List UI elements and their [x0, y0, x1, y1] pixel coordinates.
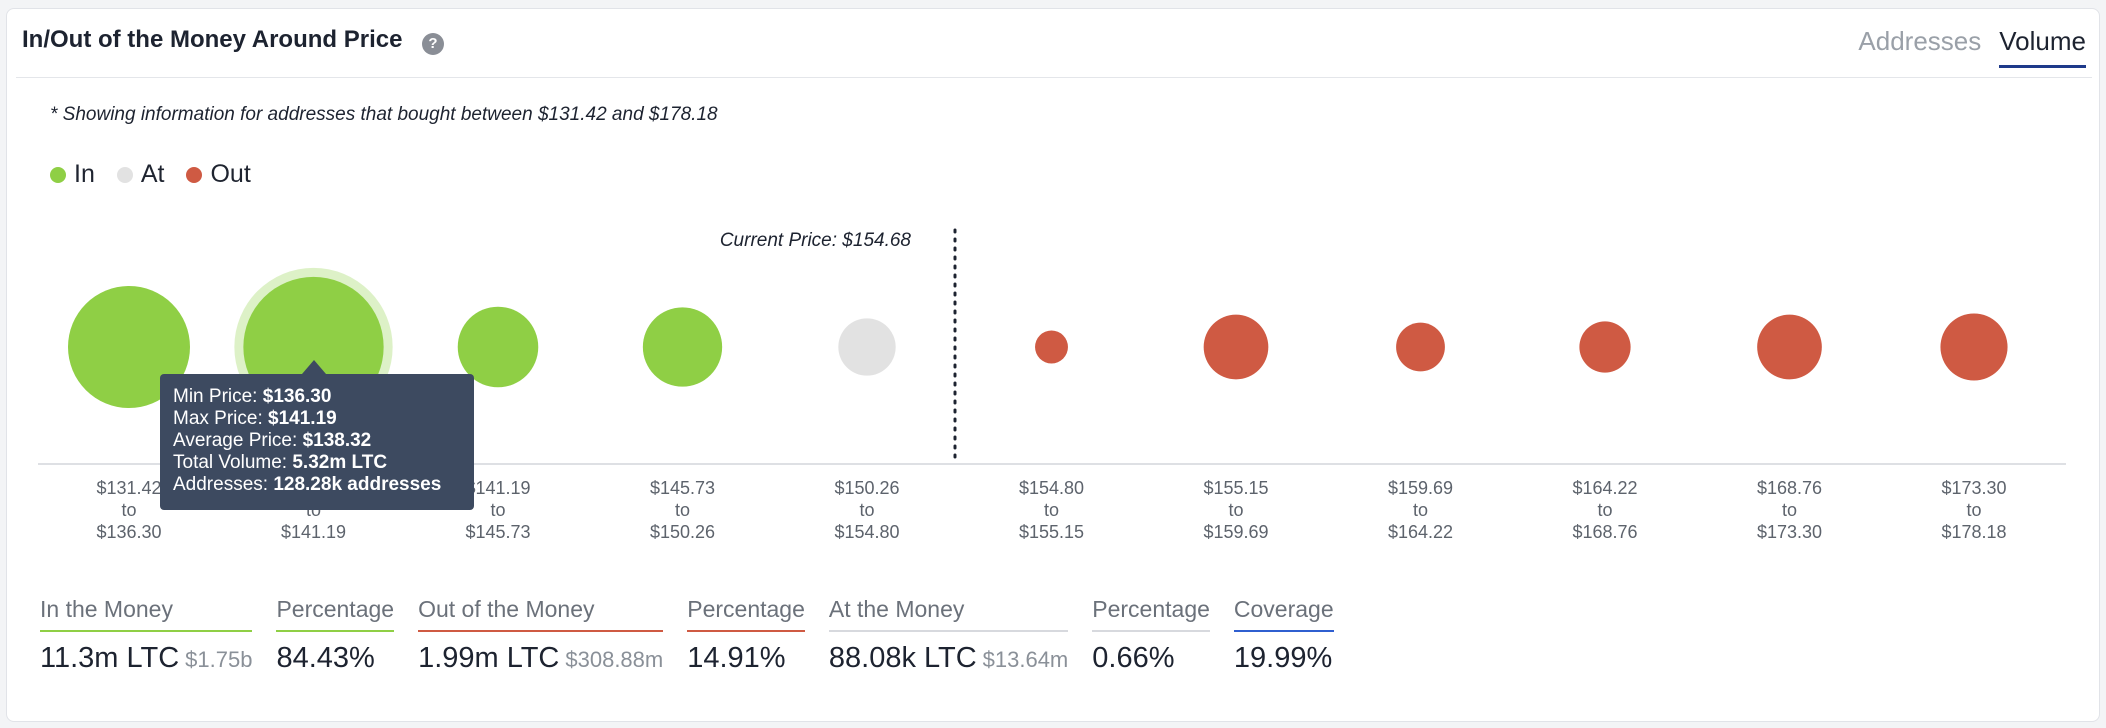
- bubble-chart: Current Price: $154.68$131.42to$136.30$1…: [38, 228, 2066, 542]
- page-title: In/Out of the Money Around Price: [22, 26, 403, 53]
- stat-label: At the Money: [828, 596, 1069, 632]
- tick-label-to: $164.22: [1388, 522, 1453, 542]
- tick-label-from: $155.15: [1203, 478, 1268, 498]
- tooltip-arrow: [302, 360, 326, 374]
- tick-label-to: $145.73: [465, 522, 530, 542]
- tick-label-from: $168.76: [1757, 478, 1822, 498]
- tick-label-connector: to: [1966, 500, 1981, 520]
- help-icon[interactable]: ?: [422, 33, 444, 55]
- stat-label: Coverage: [1233, 596, 1334, 632]
- bubble-at[interactable]: [838, 318, 896, 376]
- tick-label-to: $173.30: [1757, 522, 1822, 542]
- tick-label-from: $141.19: [465, 478, 530, 498]
- range-note: * Showing information for addresses that…: [50, 104, 718, 125]
- bubble-in[interactable]: [642, 307, 723, 387]
- in-dot-icon: [50, 166, 66, 183]
- legend-label-at: At: [140, 160, 165, 188]
- stat-label: Percentage: [687, 596, 805, 632]
- bubble-out[interactable]: [1579, 321, 1631, 373]
- tooltip-max-price: Max Price: $141.19: [173, 408, 337, 429]
- tick-label-connector: to: [1044, 500, 1059, 520]
- tick-label-connector: to: [675, 500, 690, 520]
- bubble-out[interactable]: [1035, 330, 1068, 364]
- tooltip-addresses: Addresses: 128.28k addresses: [173, 474, 442, 495]
- tick-label-connector: to: [1413, 500, 1428, 520]
- bubble-out[interactable]: [1757, 314, 1822, 380]
- current-price-label: Current Price: $154.68: [720, 230, 912, 251]
- tooltip-volume: Total Volume: 5.32m LTC: [173, 452, 388, 473]
- stat-at-money: At the Money 88.08k LTC $13.64m: [828, 596, 1069, 675]
- tick-label-to: $168.76: [1572, 522, 1637, 542]
- tick-label-to: $154.80: [834, 522, 899, 542]
- tick-label-from: $164.22: [1572, 478, 1637, 498]
- stat-label: Percentage: [276, 596, 395, 632]
- stat-label: Percentage: [1092, 596, 1210, 632]
- stat-value: 88.08k LTC $13.64m: [828, 642, 1069, 674]
- stat-value: 14.91%: [687, 642, 786, 674]
- stat-at-percentage: Percentage 0.66%: [1092, 596, 1210, 675]
- tick-label-from: $145.73: [650, 478, 715, 498]
- summary-stats: In the Money 11.3m LTC $1.75b Percentage …: [40, 596, 1358, 675]
- tick-label-to: $136.30: [96, 522, 161, 542]
- stat-in-money: In the Money 11.3m LTC $1.75b: [40, 596, 253, 675]
- tick-label-connector: to: [859, 500, 874, 520]
- bubble-out[interactable]: [1203, 314, 1269, 380]
- tick-label-to: $155.15: [1019, 522, 1084, 542]
- bubble-in[interactable]: [68, 286, 190, 408]
- legend: In At Out: [50, 160, 251, 189]
- stat-out-money: Out of the Money 1.99m LTC $308.88m: [418, 596, 664, 675]
- tab-addresses[interactable]: Addresses: [1858, 26, 1982, 56]
- legend-label-out: Out: [210, 160, 251, 188]
- tick-label-connector: to: [490, 500, 505, 520]
- bubble-out[interactable]: [1940, 313, 2008, 381]
- stat-value: 1.99m LTC $308.88m: [418, 642, 664, 674]
- tick-label-from: $131.42: [96, 478, 161, 498]
- tick-label-to: $178.18: [1941, 522, 2006, 542]
- legend-item-at[interactable]: At: [116, 160, 165, 189]
- stat-label: In the Money: [40, 596, 253, 632]
- tick-label-from: $150.26: [834, 478, 899, 498]
- tick-label-connector: to: [121, 500, 136, 520]
- stat-label: Out of the Money: [418, 596, 664, 632]
- stat-out-percentage: Percentage 14.91%: [687, 596, 805, 675]
- legend-item-out[interactable]: Out: [186, 160, 251, 189]
- tooltip-avg-price: Average Price: $138.32: [173, 430, 372, 451]
- tick-label-connector: to: [1228, 500, 1243, 520]
- tick-label-connector: to: [1597, 500, 1612, 520]
- tick-label-to: $159.69: [1203, 522, 1268, 542]
- legend-item-in[interactable]: In: [50, 160, 95, 189]
- stat-value: 19.99%: [1233, 642, 1333, 674]
- at-dot-icon: [116, 166, 133, 183]
- stat-value: 84.43%: [276, 642, 375, 674]
- tick-label-from: $173.30: [1941, 478, 2006, 498]
- view-tabs: Addresses Volume: [1858, 26, 2086, 68]
- bubble-in[interactable]: [457, 306, 539, 388]
- out-dot-icon: [186, 166, 203, 183]
- bubble-tooltip: Min Price: $136.30 Max Price: $141.19 Av…: [160, 374, 474, 510]
- legend-label-in: In: [74, 160, 95, 188]
- tick-label-to: $141.19: [281, 522, 346, 542]
- stat-value: 11.3m LTC $1.75b: [40, 642, 253, 674]
- header-divider: [16, 77, 2092, 78]
- stat-value: 0.66%: [1092, 642, 1175, 674]
- tick-label-from: $154.80: [1019, 478, 1084, 498]
- stat-coverage: Coverage 19.99%: [1233, 596, 1334, 675]
- tooltip-min-price: Min Price: $136.30: [173, 386, 332, 407]
- stat-in-percentage: Percentage 84.43%: [276, 596, 395, 675]
- bubble-out[interactable]: [1396, 322, 1445, 372]
- tick-label-from: $159.69: [1388, 478, 1453, 498]
- tick-label-to: $150.26: [650, 522, 715, 542]
- tab-volume[interactable]: Volume: [1999, 26, 2086, 68]
- tick-label-connector: to: [1782, 500, 1797, 520]
